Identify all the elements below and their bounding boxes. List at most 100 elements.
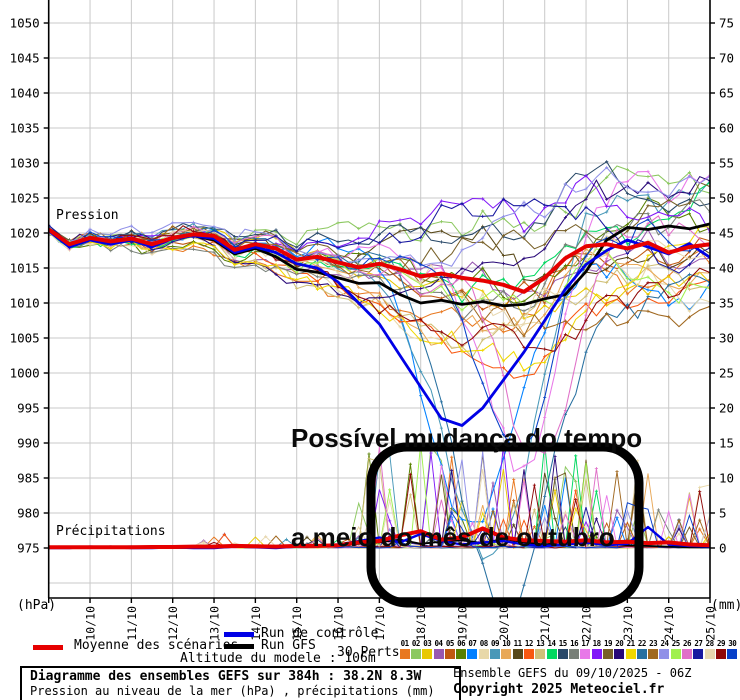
pressure-tick-label: 975 xyxy=(17,541,40,556)
member-color-square xyxy=(625,649,636,659)
date-tick-label: 19/10 xyxy=(456,606,470,641)
member-color-square xyxy=(591,649,602,659)
precip-tick-label: 25 xyxy=(719,366,734,381)
member-number: 20 xyxy=(615,639,624,648)
member-number: 22 xyxy=(637,639,647,648)
member-legend-item: 28 xyxy=(704,639,715,659)
member-color-square xyxy=(557,649,568,659)
member-legend-item: 18 xyxy=(591,639,602,659)
date-tick-label: 24/10 xyxy=(662,606,676,641)
member-number: 06 xyxy=(457,639,466,648)
date-tick-label: 16/10 xyxy=(332,606,346,641)
precip-tick-label: 45 xyxy=(719,226,734,241)
annotation-text: Possível mudança do tempo a meio do mês … xyxy=(291,356,642,620)
date-tick-label: 21/10 xyxy=(538,606,552,641)
member-number: 24 xyxy=(660,639,669,648)
member-number: 08 xyxy=(479,639,489,648)
member-legend-item: 17 xyxy=(580,639,591,659)
member-color-square xyxy=(399,649,410,659)
data-lines xyxy=(48,160,710,598)
member-legend-item: 01 xyxy=(399,639,410,659)
precip-tick-label: 5 xyxy=(719,506,727,521)
pressure-tick-label: 980 xyxy=(17,506,40,521)
pressure-tick-label: 1000 xyxy=(10,366,40,381)
member-color-square xyxy=(433,649,444,659)
precip-tick-label: 15 xyxy=(719,436,734,451)
pressure-tick-label: 1020 xyxy=(10,226,40,241)
date-tick-label: 22/10 xyxy=(580,606,594,641)
pressure-tick-label: 1050 xyxy=(10,16,40,31)
member-number: 27 xyxy=(694,639,703,648)
member-legend-item: 07 xyxy=(467,639,478,659)
date-tick-label: 11/10 xyxy=(125,606,139,641)
member-number: 28 xyxy=(705,639,715,648)
control-legend-label: Run de contrôle xyxy=(261,626,379,641)
member-legend-item: 12 xyxy=(523,639,534,659)
diagram-title: Diagramme des ensembles GEFS sur 384h : … xyxy=(30,669,422,684)
precip-tick-label: 65 xyxy=(719,86,734,101)
member-color-square xyxy=(512,649,523,659)
member-number: 09 xyxy=(491,639,500,648)
pressure-tick-label: 1045 xyxy=(10,51,40,66)
member-color-square xyxy=(490,649,501,659)
member-legend-item: 22 xyxy=(636,639,647,659)
member-number: 03 xyxy=(423,639,432,648)
member-number: 07 xyxy=(468,639,477,648)
member-legend-item: 21 xyxy=(625,639,636,659)
mean-line-swatch xyxy=(33,645,63,650)
member-color-square xyxy=(659,649,670,659)
pressure-tick-label: 1015 xyxy=(10,261,40,276)
member-color-square xyxy=(444,649,455,659)
member-legend-item: 20 xyxy=(614,639,625,659)
member-color-square xyxy=(602,649,613,659)
member-legend-item: 13 xyxy=(535,639,546,659)
member-number: 12 xyxy=(524,639,534,648)
member-number: 29 xyxy=(716,639,726,648)
precip-tick-label: 40 xyxy=(719,261,734,276)
member-color-square xyxy=(467,649,478,659)
annotation-line-1: Possível mudança do tempo xyxy=(291,423,643,453)
pressure-tick-label: 995 xyxy=(17,401,40,416)
member-legend-item: 06 xyxy=(455,639,467,659)
member-number: 18 xyxy=(592,639,602,648)
member-color-square xyxy=(715,649,726,659)
member-legend-item: 23 xyxy=(648,639,659,659)
member-color-square xyxy=(546,649,557,659)
annotation-ellipse-box xyxy=(366,442,644,608)
footer-title-box: Diagramme des ensembles GEFS sur 384h : … xyxy=(20,666,461,700)
member-number: 11 xyxy=(513,639,523,648)
annotation-line-2: a meio do mês de outubro xyxy=(291,522,615,552)
member-legend-item: 11 xyxy=(512,639,523,659)
precip-tick-label: 35 xyxy=(719,296,734,311)
member-number: 02 xyxy=(411,639,421,648)
member-color-square xyxy=(535,649,546,659)
date-tick-label: 20/10 xyxy=(497,606,511,641)
member-legend-item: 09 xyxy=(489,639,501,659)
member-number: 17 xyxy=(581,639,590,648)
member-legend-item: 10 xyxy=(501,639,512,659)
control-line-swatch xyxy=(224,632,254,637)
precip-tick-label: 0 xyxy=(719,541,727,556)
date-tick-label: 12/10 xyxy=(166,606,180,641)
member-number: 26 xyxy=(683,639,692,648)
member-color-square xyxy=(478,649,489,659)
member-color-square xyxy=(569,649,580,659)
member-number: 15 xyxy=(558,639,568,648)
member-color-square xyxy=(580,649,591,659)
member-number: 14 xyxy=(547,639,556,648)
member-number: 04 xyxy=(434,639,444,648)
run-info: Ensemble GEFS du 09/10/2025 - 06Z xyxy=(453,666,692,680)
member-number: 21 xyxy=(626,639,636,648)
member-number: 23 xyxy=(649,639,658,648)
member-number: 10 xyxy=(502,639,511,648)
member-number: 19 xyxy=(603,639,613,648)
member-color-square xyxy=(636,649,647,659)
mean-legend-label: Moyenne des scénarios xyxy=(74,638,239,653)
member-legend-item: 24 xyxy=(659,639,670,659)
date-tick-label: 25/10 xyxy=(704,606,718,641)
member-legend-item: 27 xyxy=(693,639,704,659)
pressure-section-label: Pression xyxy=(56,208,119,223)
member-legend-item: 26 xyxy=(681,639,693,659)
mm-axis-unit: (mm) xyxy=(711,598,740,613)
pressure-tick-label: 1035 xyxy=(10,121,40,136)
